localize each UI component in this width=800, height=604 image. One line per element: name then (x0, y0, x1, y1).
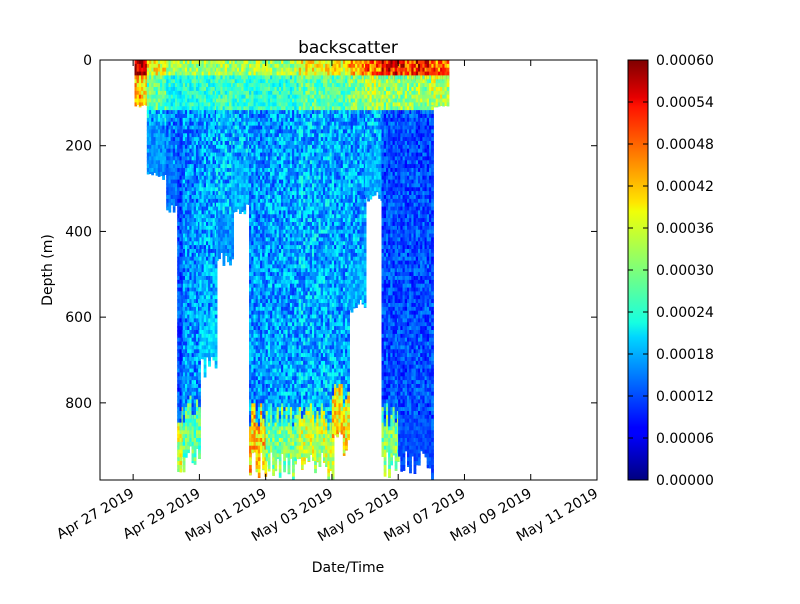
profile-segment (147, 60, 167, 180)
y-tick-label: 0 (83, 53, 92, 69)
colorbar-tick-label: 0.00048 (656, 137, 714, 153)
profile-segment (382, 60, 400, 478)
colorbar-tick-label: 0.00012 (656, 389, 714, 405)
profile-segment (199, 60, 217, 378)
profile-segment (349, 60, 367, 313)
colorbar-tick-label: 0.00000 (656, 473, 714, 489)
colorbar-tick-label: 0.00036 (656, 221, 714, 237)
x-axis-label: Date/Time (312, 560, 384, 576)
y-tick-label: 800 (65, 396, 92, 412)
profile-segment (183, 60, 201, 472)
y-tick-label: 600 (65, 310, 92, 326)
y-tick-label: 400 (65, 224, 92, 240)
y-axis-label: Depth (m) (40, 234, 56, 306)
colorbar-tick-label: 0.00018 (656, 347, 714, 363)
chart-title: backscatter (298, 38, 398, 58)
profile-segment (332, 60, 350, 456)
profile-segment (266, 60, 302, 480)
colorbar-tick-label: 0.00060 (656, 53, 714, 69)
profile-segment (135, 60, 149, 107)
y-tick-label: 200 (65, 139, 92, 155)
colorbar: 0.00000 0.00006 0.00012 0.00018 0.00024 0.000… (628, 53, 714, 489)
colorbar-tick-label: 0.00042 (656, 179, 714, 195)
data-layer (135, 60, 450, 480)
colorbar-tick-label: 0.00030 (656, 263, 714, 279)
profile-segment (365, 60, 383, 202)
profile-segment (431, 60, 449, 107)
profile-segment (216, 60, 234, 266)
profile-segment (233, 60, 251, 214)
colorbar-tick-label: 0.00006 (656, 431, 714, 447)
profile-segment (249, 60, 267, 478)
colorbar-tick-label: 0.00054 (656, 95, 714, 111)
profile-segment (299, 60, 335, 480)
colorbar-tick-label: 0.00024 (656, 305, 714, 321)
profile-segment (398, 60, 434, 480)
